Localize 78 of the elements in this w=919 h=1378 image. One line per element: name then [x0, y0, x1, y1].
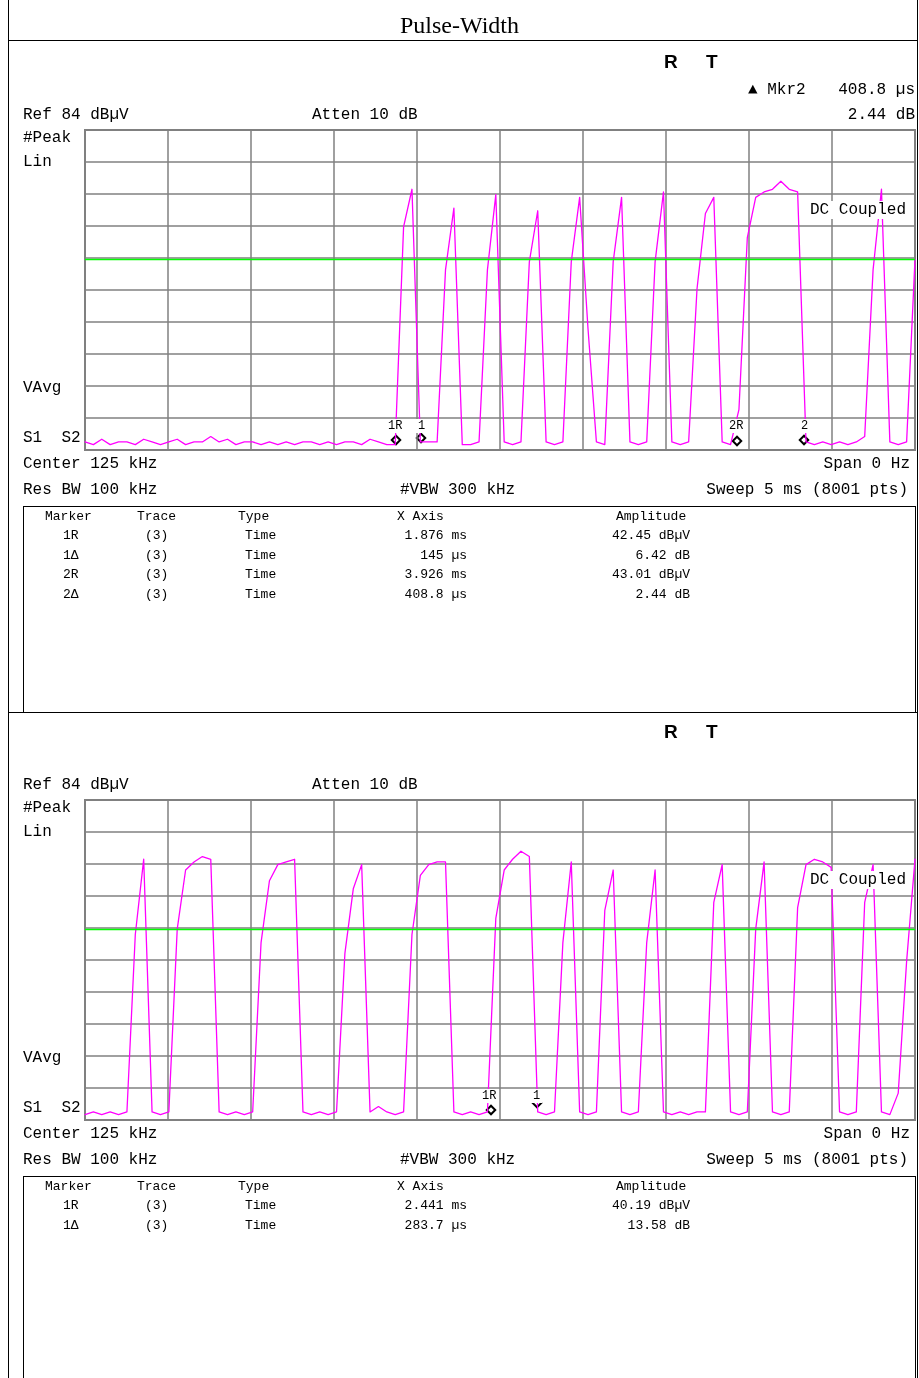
text: 1R: [63, 528, 79, 543]
text: (3): [145, 547, 169, 563]
annotation: 1: [533, 1089, 541, 1103]
annotation: 1R: [482, 1089, 497, 1103]
chart-title: Pulse-Width: [399, 12, 520, 38]
text: 1Δ: [63, 1217, 79, 1233]
text: Atten 10 dB: [312, 776, 418, 794]
text: T: [706, 50, 718, 72]
text: #VBW 300 kHz: [400, 1151, 516, 1169]
text: X Axis: [397, 1178, 444, 1194]
text: Type: [238, 508, 270, 524]
text: Res BW 100 kHz: [23, 481, 158, 499]
text: VAvg: [23, 379, 62, 397]
text: Time: [245, 1217, 277, 1233]
text: Center 125 kHz: [23, 1125, 158, 1143]
text: Amplitude: [616, 508, 687, 524]
text: Trace: [137, 508, 177, 524]
text: Lin: [23, 153, 52, 171]
text: Time: [245, 567, 277, 582]
text: Type: [238, 1178, 270, 1194]
text: 145 µs: [420, 547, 467, 563]
text: 283.7 µs: [404, 1217, 467, 1233]
text: #Peak: [23, 799, 72, 817]
text: Marker: [45, 1178, 92, 1194]
text: (3): [145, 528, 169, 543]
text: Span 0 Hz: [823, 455, 910, 473]
text: Amplitude: [616, 1178, 687, 1194]
text: S1 S2: [23, 1099, 81, 1117]
text: VAvg: [23, 1049, 62, 1067]
text: Time: [245, 1198, 277, 1213]
text: R: [664, 50, 678, 72]
text: Center 125 kHz: [23, 455, 158, 473]
text: Time: [245, 586, 277, 602]
text: Ref 84 dBµV: [23, 106, 130, 124]
text: Time: [245, 547, 277, 563]
text: #VBW 300 kHz: [400, 481, 516, 499]
text: 6.42 dB: [635, 547, 691, 563]
text: 40.19 dBµV: [611, 1198, 691, 1213]
text: Marker: [45, 508, 92, 524]
text: Span 0 Hz: [823, 1125, 910, 1143]
annotation: DC Coupled: [810, 871, 907, 889]
annotation: 2R: [729, 419, 744, 433]
text: 2.44 dB: [847, 106, 915, 124]
text: 3.926 ms: [404, 567, 467, 582]
text: (3): [145, 1217, 169, 1233]
text: Res BW 100 kHz: [23, 1151, 158, 1169]
text: T: [706, 720, 718, 742]
text: 408.8 µs: [404, 586, 467, 602]
text: 2.44 dB: [635, 586, 691, 602]
text: S1 S2: [23, 429, 81, 447]
text: (3): [145, 586, 169, 602]
text: Lin: [23, 823, 52, 841]
text: 1.876 ms: [404, 528, 467, 543]
text: 42.45 dBµV: [611, 528, 691, 543]
text: 43.01 dBµV: [611, 567, 691, 582]
text: 408.8 µs: [838, 81, 915, 99]
text: 1Δ: [63, 547, 79, 563]
text: (3): [145, 567, 169, 582]
annotation: 2: [801, 419, 809, 433]
text: Atten 10 dB: [312, 106, 418, 124]
text: R: [664, 720, 678, 742]
text: #Peak: [23, 129, 72, 147]
annotation: 1: [418, 419, 426, 433]
text: Time: [245, 528, 277, 543]
text: Sweep 5 ms (8001 pts): [706, 1151, 908, 1169]
text: 2R: [63, 567, 79, 582]
text: Sweep 5 ms (8001 pts): [706, 481, 908, 499]
text: 1R: [63, 1198, 79, 1213]
text: 2.441 ms: [404, 1198, 467, 1213]
text: 13.58 dB: [627, 1217, 691, 1233]
text: X Axis: [397, 508, 444, 524]
text: ▲ Mkr2: [748, 81, 806, 99]
annotation: DC Coupled: [810, 201, 907, 219]
annotation: 1R: [388, 419, 403, 433]
text: Ref 84 dBµV: [23, 776, 130, 794]
text: Trace: [137, 1178, 177, 1194]
text: (3): [145, 1198, 169, 1213]
text: 2Δ: [63, 586, 79, 602]
